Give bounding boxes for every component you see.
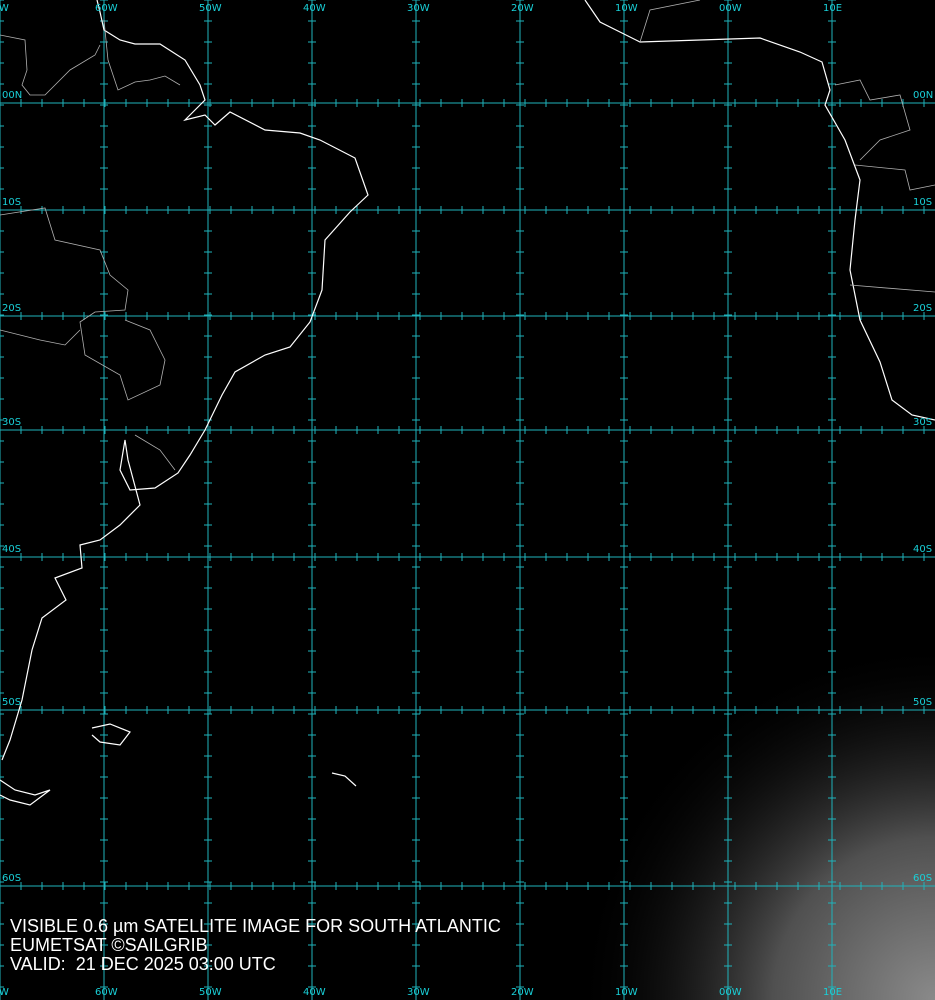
longitude-label-bottom: 40W	[303, 987, 326, 998]
latitude-label-left: 20S	[2, 303, 22, 314]
caption-valid-time: VALID: 21 DEC 2025 03:00 UTC	[10, 954, 276, 974]
longitude-label-top: 20W	[511, 3, 534, 14]
tierra-del-fuego	[0, 779, 51, 806]
latitude-label-right: 20S	[913, 303, 933, 314]
latitude-label-right: 50S	[913, 697, 933, 708]
latitude-label-left: 50S	[2, 697, 22, 708]
longitude-label-bottom: 10W	[615, 987, 638, 998]
latitude-label-left: 60S	[2, 873, 22, 884]
south-america-coast	[1, 0, 369, 761]
coastlines	[0, 0, 935, 806]
longitude-label-bottom: 20W	[511, 987, 534, 998]
longitude-label-bottom: 10E	[823, 987, 843, 998]
longitude-label-bottom: 50W	[199, 987, 222, 998]
latitude-label-right: 60S	[913, 873, 933, 884]
longitude-label-top: 50W	[199, 3, 222, 14]
longitude-label-bottom: 00W	[719, 987, 742, 998]
caption-source: EUMETSAT ©SAILGRIB	[10, 935, 208, 955]
longitude-label-top: 30W	[407, 3, 430, 14]
latitude-label-right: 10S	[913, 197, 933, 208]
latitude-label-right: 00N	[913, 90, 934, 101]
longitude-label-top: 60W	[95, 3, 118, 14]
latitude-label-left: 40S	[2, 544, 22, 555]
image-caption: VISIBLE 0.6 µm SATELLITE IMAGE FOR SOUTH…	[10, 917, 501, 974]
latitude-label-left: 30S	[2, 417, 22, 428]
longitude-label-bottom: 30W	[407, 987, 430, 998]
longitude-label-top: 00W	[719, 3, 742, 14]
south-georgia	[331, 772, 357, 787]
latitude-label-left: 10S	[2, 197, 22, 208]
borders	[0, 0, 935, 471]
longitude-label-top: 10E	[823, 3, 843, 14]
africa-coast	[584, 0, 935, 421]
latitude-label-right: 30S	[913, 417, 933, 428]
latitude-label-left: 00N	[2, 90, 23, 101]
longitude-label-top: 10W	[615, 3, 638, 14]
longitude-label-bottom: 60W	[95, 987, 118, 998]
caption-title: VISIBLE 0.6 µm SATELLITE IMAGE FOR SOUTH…	[10, 916, 501, 936]
longitude-label-bottom: W	[0, 987, 9, 998]
falkland-islands	[91, 723, 131, 746]
longitude-label-top: W	[0, 3, 9, 14]
longitude-label-top: 40W	[303, 3, 326, 14]
latitude-label-right: 40S	[913, 544, 933, 555]
